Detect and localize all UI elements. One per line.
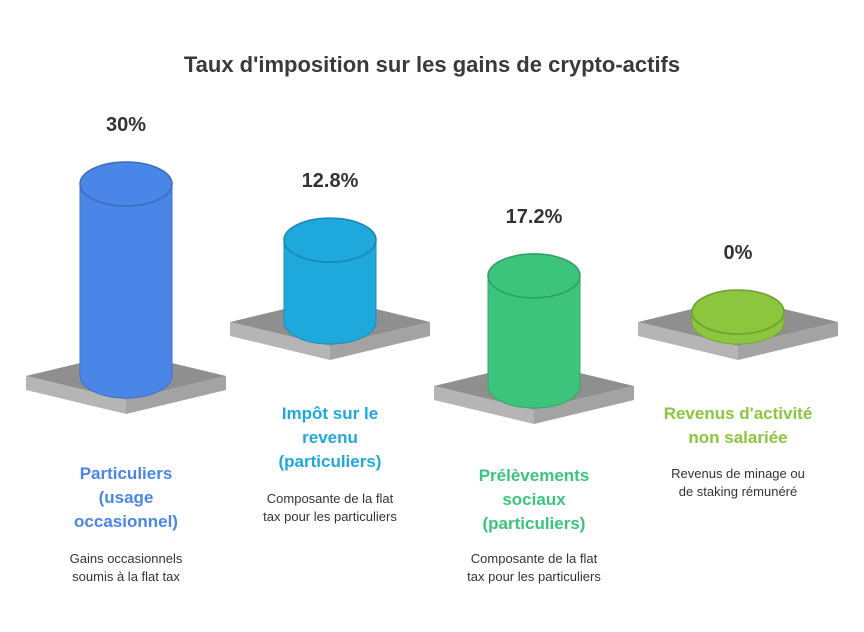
value-label: 30% <box>105 114 147 136</box>
category-description: Composante de la flat tax pour les parti… <box>263 491 397 524</box>
chart-title: Taux d'imposition sur les gains de crypt… <box>183 52 681 77</box>
category-label: Revenus d'activité non salariée <box>663 404 813 447</box>
platform-side-right <box>738 322 838 360</box>
platform-side-right <box>330 322 430 360</box>
bar-cylinder-top <box>691 289 785 335</box>
bar-cylinder-top <box>283 217 377 263</box>
bar-cylinder <box>79 183 173 399</box>
value-label: 0% <box>723 242 753 264</box>
bar-cylinder <box>283 239 377 345</box>
category-description: Composante de la flat tax pour les parti… <box>467 551 601 584</box>
value-label: 12.8% <box>301 170 359 193</box>
category-label: Particuliers (usage occasionnel) <box>74 464 178 531</box>
platform-side-left <box>26 376 126 414</box>
platform-side-right <box>126 376 226 414</box>
value-label: 17.2% <box>505 205 563 228</box>
category-description: Revenus de minage ou de staking rémunéré <box>671 466 805 499</box>
category-label: Impôt sur le revenu (particuliers) <box>278 404 382 471</box>
bar-cylinder-top <box>487 253 581 299</box>
platform-side-right <box>534 386 634 424</box>
platform-side-left <box>638 322 738 360</box>
bar-cylinder-top <box>79 161 173 207</box>
platform-side-left <box>230 322 330 360</box>
category-label: Prélèvements sociaux (particuliers) <box>478 466 590 533</box>
platform-side-left <box>434 386 534 424</box>
category-description: Gains occasionnels soumis à la flat tax <box>69 551 183 584</box>
bar-cylinder <box>487 275 581 409</box>
